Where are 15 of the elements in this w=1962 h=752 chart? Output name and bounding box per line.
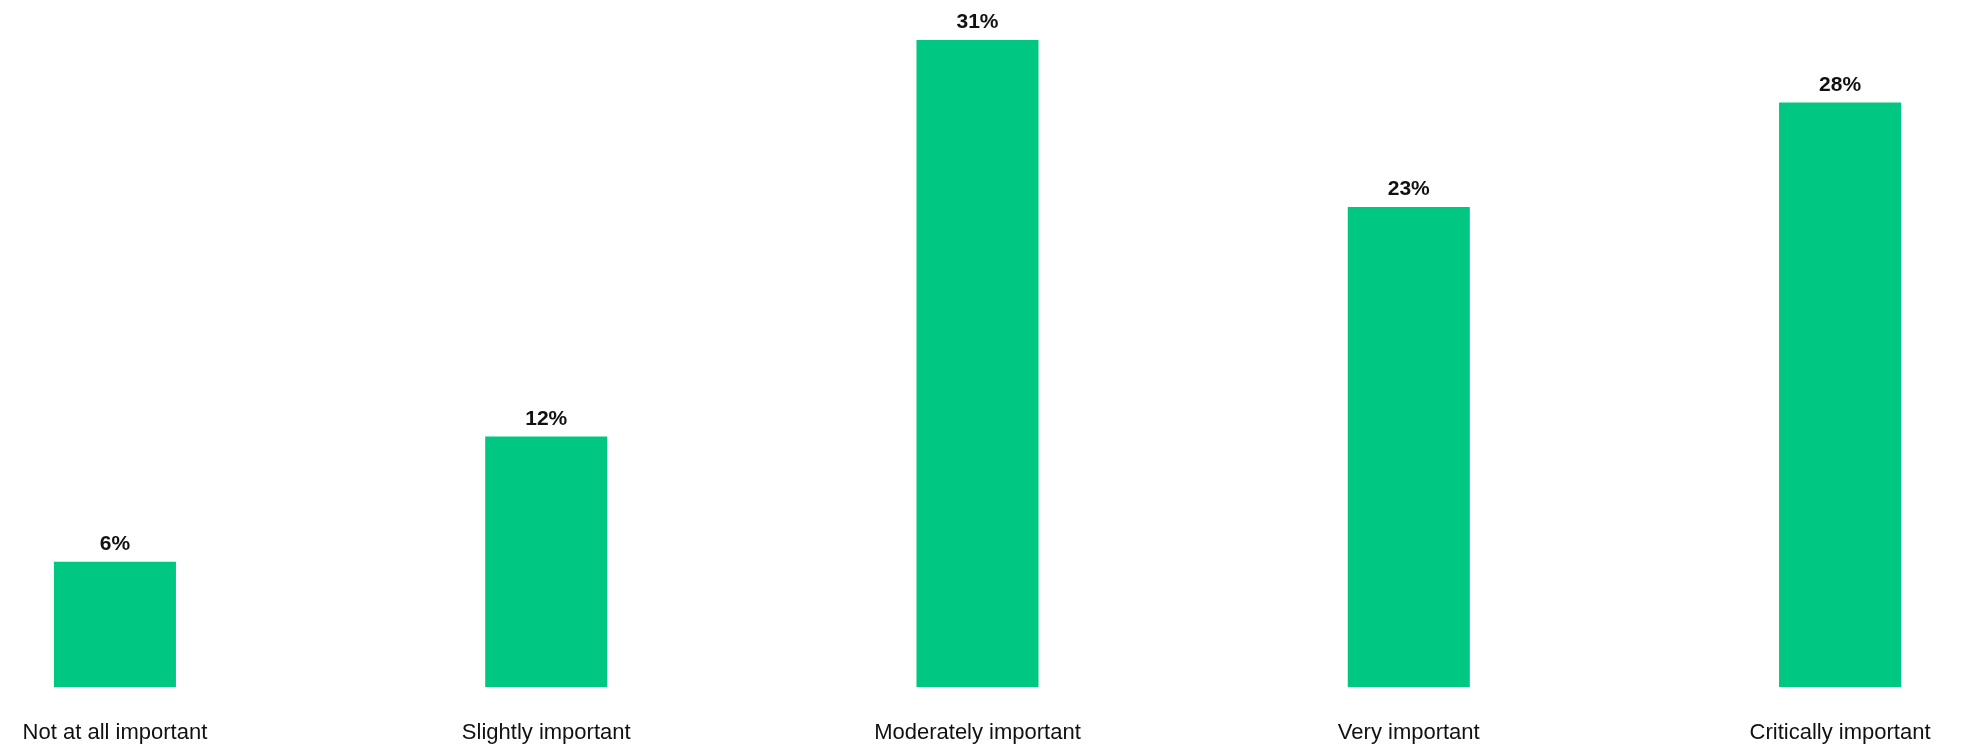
x-tick-label: Slightly important bbox=[461, 718, 631, 744]
x-tick-label: Critically important bbox=[1749, 718, 1931, 744]
bar bbox=[53, 561, 176, 687]
bar bbox=[1347, 206, 1470, 687]
x-tick-label: Not at all important bbox=[22, 718, 208, 744]
bar bbox=[485, 436, 608, 687]
data-label: 23% bbox=[1387, 175, 1431, 199]
bar bbox=[1779, 102, 1902, 687]
data-label: 31% bbox=[956, 9, 999, 32]
data-label: 12% bbox=[525, 405, 568, 429]
bar bbox=[916, 40, 1039, 687]
x-tick-label: Very important bbox=[1337, 718, 1480, 744]
data-label: 6% bbox=[99, 530, 131, 554]
x-tick-label: Moderately important bbox=[874, 718, 1081, 744]
data-label: 28% bbox=[1819, 71, 1862, 95]
